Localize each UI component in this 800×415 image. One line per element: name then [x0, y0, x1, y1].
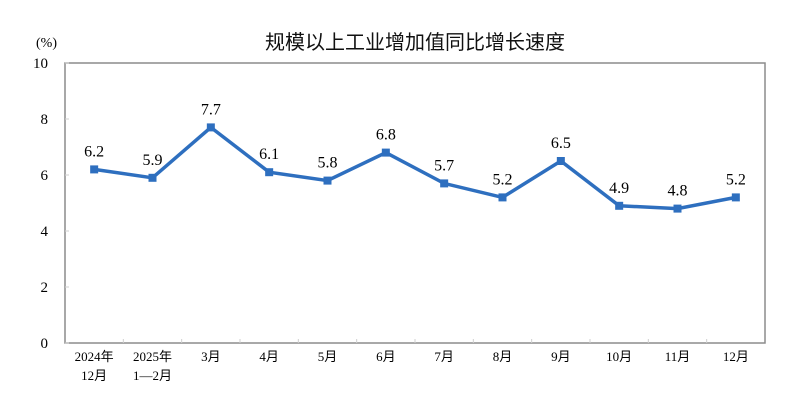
data-value-label: 5.7	[434, 157, 454, 174]
data-point-marker	[556, 157, 565, 165]
data-point-marker	[90, 165, 99, 174]
data-value-label: 5.9	[143, 152, 163, 169]
chart-title: 规模以上工业增加值同比增长速度	[265, 30, 565, 54]
data-point-marker	[673, 204, 682, 213]
data-point-marker	[148, 173, 157, 182]
y-axis: 0 2 4 6 8 10	[33, 56, 69, 352]
data-value-label: 7.7	[201, 101, 221, 118]
x-tick-label: 9月	[551, 349, 571, 364]
x-tick-label: 5月	[318, 349, 338, 364]
data-value-label: 6.1	[259, 146, 279, 163]
data-point-marker	[206, 123, 215, 132]
x-tick-label: 8月	[493, 349, 513, 364]
data-point-marker	[498, 193, 507, 202]
data-value-label: 6.2	[84, 143, 104, 160]
data-value-label: 5.8	[318, 155, 338, 172]
data-value-label: 6.5	[551, 135, 571, 152]
x-tick-label: 12月	[723, 349, 749, 364]
data-value-label: 6.8	[376, 127, 396, 144]
y-tick-label: 4	[41, 224, 49, 240]
y-tick-label: 0	[41, 336, 49, 352]
plot-border	[64, 62, 766, 344]
data-point-marker	[381, 148, 390, 157]
x-tick-label: 2025年 1—2月	[133, 349, 172, 383]
y-axis-unit-label: (%)	[36, 36, 57, 51]
x-tick-label: 10月	[606, 349, 632, 364]
data-point-marker	[265, 168, 274, 177]
y-tick-label: 10	[33, 56, 48, 72]
plot-frame	[64, 62, 766, 344]
data-point-marker	[323, 176, 332, 185]
data-value-label: 5.2	[493, 171, 513, 188]
data-labels: 6.2 5.9 7.7 6.1 5.8 6.8 5.7 5.2 6.5 4.9 4.8 5.2	[84, 101, 746, 199]
x-tick-label: 6月	[376, 349, 396, 364]
data-value-label: 4.8	[668, 183, 688, 200]
x-tick-label: 4月	[259, 349, 279, 364]
x-tick-label: 3月	[201, 349, 221, 364]
data-value-label: 5.2	[726, 171, 746, 188]
y-tick-label: 2	[41, 280, 49, 296]
data-series	[90, 123, 740, 213]
series-line	[93, 125, 737, 211]
data-point-marker	[440, 179, 449, 188]
data-value-label: 4.9	[609, 180, 629, 197]
data-point-marker	[615, 201, 624, 210]
x-axis: 2024年 12月 2025年 1—2月 3月 4月 5月 6月 7月 8月 9月 10月 11月 12月	[75, 339, 749, 383]
y-tick-label: 8	[41, 112, 49, 128]
y-tick-label: 6	[41, 168, 49, 184]
x-tick-label: 7月	[434, 349, 454, 364]
x-tick-label: 2024年 12月	[75, 349, 114, 383]
x-tick-label: 11月	[665, 349, 691, 364]
data-point-marker	[731, 193, 740, 202]
